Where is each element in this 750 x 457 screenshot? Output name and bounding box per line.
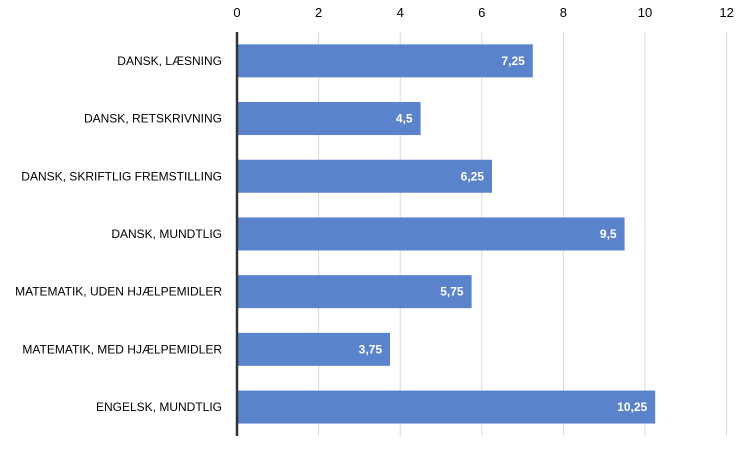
data-labels: 7,25 4,5 6,25 9,5 5,75 3,75 10,25 <box>359 54 648 414</box>
x-tick-label: 6 <box>478 5 485 20</box>
data-label: 3,75 <box>359 342 383 356</box>
bar <box>237 159 492 193</box>
category-label: DANSK, LÆSNING <box>117 54 222 68</box>
bar <box>237 390 656 424</box>
x-tick-label: 8 <box>560 5 567 20</box>
x-tick-label: 2 <box>315 5 322 20</box>
category-label: ENGELSK, MUNDTLIG <box>96 400 222 414</box>
x-axis-ticks: 0 2 4 6 8 10 12 <box>233 5 733 20</box>
bar <box>237 332 390 366</box>
category-label: MATEMATIK, MED HJÆLPEMIDLER <box>22 342 222 356</box>
bars <box>237 44 656 424</box>
data-label: 4,5 <box>396 112 413 126</box>
category-label: MATEMATIK, UDEN HJÆLPEMIDLER <box>15 285 222 299</box>
data-label: 6,25 <box>461 169 485 183</box>
data-label: 10,25 <box>617 400 647 414</box>
x-tick-label: 10 <box>638 5 652 20</box>
category-label: DANSK, MUNDTLIG <box>111 227 222 241</box>
data-label: 5,75 <box>440 285 464 299</box>
category-label: DANSK, SKRIFTLIG FREMSTILLING <box>21 169 222 183</box>
bar <box>237 217 625 251</box>
bar <box>237 275 472 309</box>
x-tick-label: 12 <box>719 5 733 20</box>
category-labels: DANSK, LÆSNING DANSK, RETSKRIVNING DANSK, … <box>15 54 222 414</box>
bar <box>237 44 533 78</box>
x-tick-label: 0 <box>233 5 240 20</box>
x-tick-label: 4 <box>397 5 404 20</box>
bar <box>237 102 421 136</box>
category-label: DANSK, RETSKRIVNING <box>84 112 222 126</box>
data-label: 7,25 <box>501 54 525 68</box>
data-label: 9,5 <box>600 227 617 241</box>
